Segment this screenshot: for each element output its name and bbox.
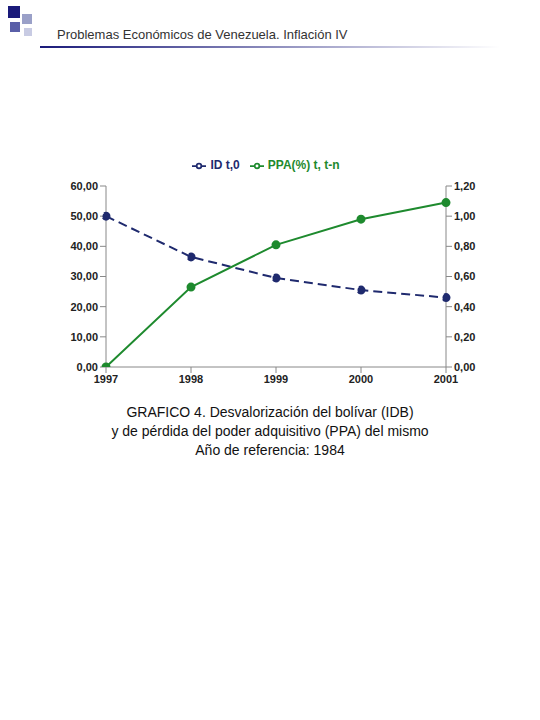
html-text:GRAFICO 4. Desvalorización del: GRAFICO 4. Desvalorización del bolívar (… (126, 404, 414, 420)
svg-text:2000: 2000 (349, 373, 373, 385)
svg-text:1999: 1999 (264, 373, 288, 385)
svg-text:0,00: 0,00 (77, 361, 98, 373)
svg-text:50,00: 50,00 (70, 210, 98, 222)
svg-text:0,80: 0,80 (454, 240, 475, 252)
svg-text:0,20: 0,20 (454, 331, 475, 343)
svg-text:1998: 1998 (179, 373, 203, 385)
svg-text:0,60: 0,60 (454, 270, 475, 282)
svg-text:0,40: 0,40 (454, 301, 475, 313)
html-text:y de pérdida del poder adquisi: y de pérdida del poder adquisitivo (PPA)… (111, 423, 429, 439)
html-text:Problemas Económicos de Venezu: Problemas Económicos de Venezuela. Infla… (57, 27, 348, 42)
svg-text:2001: 2001 (434, 373, 458, 385)
svg-text:1,20: 1,20 (454, 180, 475, 192)
html-text:Año de referencia: 1984: Año de referencia: 1984 (195, 442, 345, 458)
html-text:ID t,0: ID t,0 (210, 158, 240, 172)
html-text:PPA(%) t, t-n: PPA(%) t, t-n (267, 158, 340, 172)
svg-text:30,00: 30,00 (70, 270, 98, 282)
svg-text:60,00: 60,00 (70, 180, 98, 192)
svg-text:1,00: 1,00 (454, 210, 475, 222)
svg-text:0,00: 0,00 (454, 361, 475, 373)
svg-text:20,00: 20,00 (70, 301, 98, 313)
svg-text:1997: 1997 (94, 373, 118, 385)
svg-text:10,00: 10,00 (70, 331, 98, 343)
svg-text:40,00: 40,00 (70, 240, 98, 252)
